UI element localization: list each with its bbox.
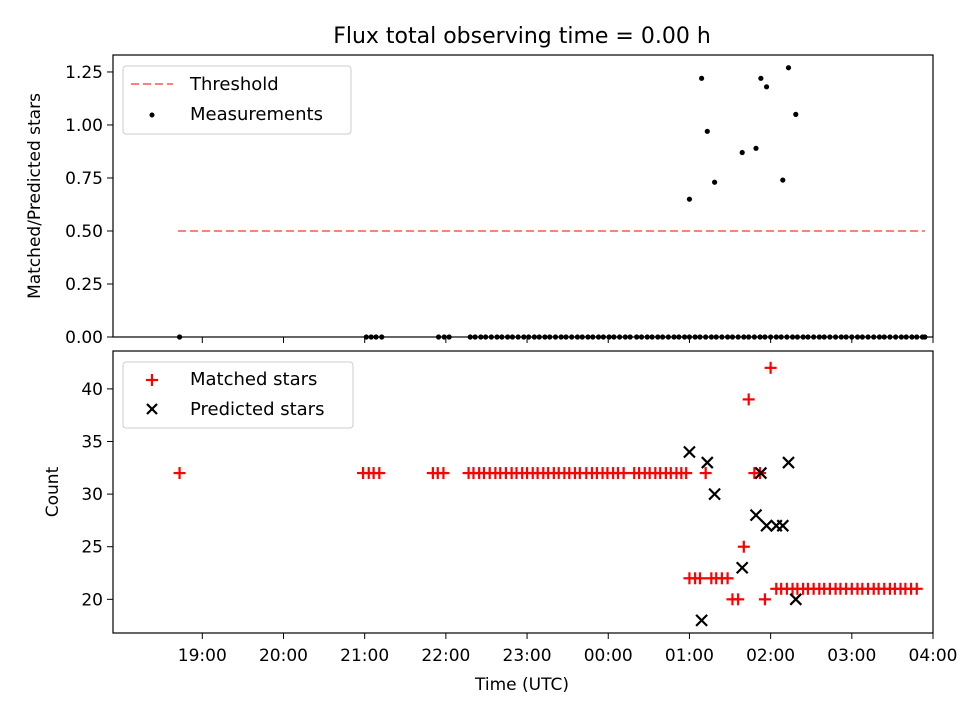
predicted-star-point [776, 519, 790, 532]
bottom-y-tick-label: 25 [81, 538, 103, 558]
predicted-star-point [708, 487, 721, 501]
matched-legend-label: Matched stars [190, 369, 317, 390]
measurement-point [763, 84, 770, 90]
bottom-y-tick-label: 35 [81, 432, 103, 452]
top-y-tick-label: 0.25 [65, 275, 103, 295]
x-tick-label: 04:00 [909, 646, 958, 666]
matched-star-point [737, 540, 750, 553]
predicted-star-point [760, 519, 773, 532]
bottom-plot-area [173, 361, 923, 627]
threshold-legend-label: Threshold [189, 74, 279, 95]
predicted-star-point [789, 593, 803, 606]
predicted-legend-swatch [146, 403, 158, 415]
matched-star-point [693, 572, 706, 585]
predicted-star-point [754, 466, 768, 480]
matched-star-point [617, 467, 630, 480]
bottom-panel: Count Time (UTC) 20 25 30 35 40 19:00 20:00 21:… [43, 350, 958, 695]
top-y-axis-label: Matched/Predicted stars [25, 93, 45, 299]
bottom-y-tick-label: 40 [81, 380, 103, 400]
top-y-tick-label: 0.00 [65, 328, 103, 348]
bottom-legend: Matched stars Predicted stars [122, 361, 354, 429]
x-tick-label: 23:00 [503, 646, 552, 666]
matched-star-point [742, 393, 755, 406]
measurement-point [793, 111, 799, 117]
top-y-tick-label: 0.75 [65, 169, 103, 189]
matched-star-point [732, 593, 745, 606]
top-axes-frame [112, 54, 934, 338]
matched-legend-swatch [146, 374, 158, 386]
bottom-y-tick-label: 20 [81, 590, 103, 610]
predicted-star-point [735, 561, 749, 575]
bottom-ticks: 20 25 30 35 40 19:00 20:00 21:00 22:00 23:00 00:00… [81, 380, 957, 666]
measurement-point [712, 179, 718, 185]
measurements-legend-label: Measurements [190, 104, 323, 125]
top-y-tick-label: 1.00 [65, 116, 103, 136]
matched-star-point [173, 467, 186, 480]
measurements-legend-swatch [149, 112, 155, 118]
matched-star-point [699, 467, 712, 480]
matched-star-point [764, 361, 777, 374]
predicted-star-point [695, 614, 708, 627]
measurement-point [785, 65, 792, 71]
x-tick-label: 03:00 [827, 646, 876, 666]
measurement-point [686, 196, 693, 202]
predicted-star-point [749, 508, 763, 522]
x-tick-label: 21:00 [340, 646, 389, 666]
measurement-point [780, 177, 786, 183]
predicted-legend-label: Predicted stars [190, 399, 324, 420]
matched-star-point [373, 467, 386, 480]
predicted-star-point [782, 456, 795, 469]
matched-star-point [721, 572, 734, 585]
bottom-axes-frame [112, 350, 934, 634]
measurement-point [699, 75, 705, 81]
x-tick-label: 00:00 [584, 646, 633, 666]
predicted-star-point [683, 445, 696, 459]
x-tick-label: 02:00 [746, 646, 795, 666]
bottom-x-axis-label: Time (UTC) [474, 675, 569, 695]
x-tick-label: 22:00 [421, 646, 470, 666]
matched-star-point [437, 467, 450, 480]
matched-star-point [910, 582, 923, 595]
chart-title: Flux total observing time = 0.00 h [333, 24, 711, 49]
measurement-point [753, 145, 759, 151]
matched-star-point [680, 467, 693, 480]
top-y-tick-label: 1.25 [65, 63, 103, 83]
top-panel: Matched/Predicted stars 0.00 0.25 0.50 0.75… [25, 54, 934, 348]
measurement-point [758, 75, 764, 81]
matched-star-point [758, 593, 771, 606]
top-legend-box [122, 65, 352, 135]
measurement-point [739, 149, 745, 156]
measurement-point [704, 128, 710, 134]
top-y-ticks: 0.00 0.25 0.50 0.75 1.00 1.25 [65, 63, 934, 348]
top-y-tick-label: 0.50 [65, 222, 103, 242]
x-tick-label: 01:00 [665, 646, 714, 666]
x-tick-label: 19:00 [178, 646, 227, 666]
bottom-y-tick-label: 30 [81, 485, 103, 505]
x-tick-label: 20:00 [259, 646, 308, 666]
predicted-star-point [701, 456, 714, 469]
bottom-y-axis-label: Count [43, 466, 63, 517]
bottom-legend-box [122, 361, 354, 429]
top-legend: Threshold Measurements [122, 65, 352, 135]
